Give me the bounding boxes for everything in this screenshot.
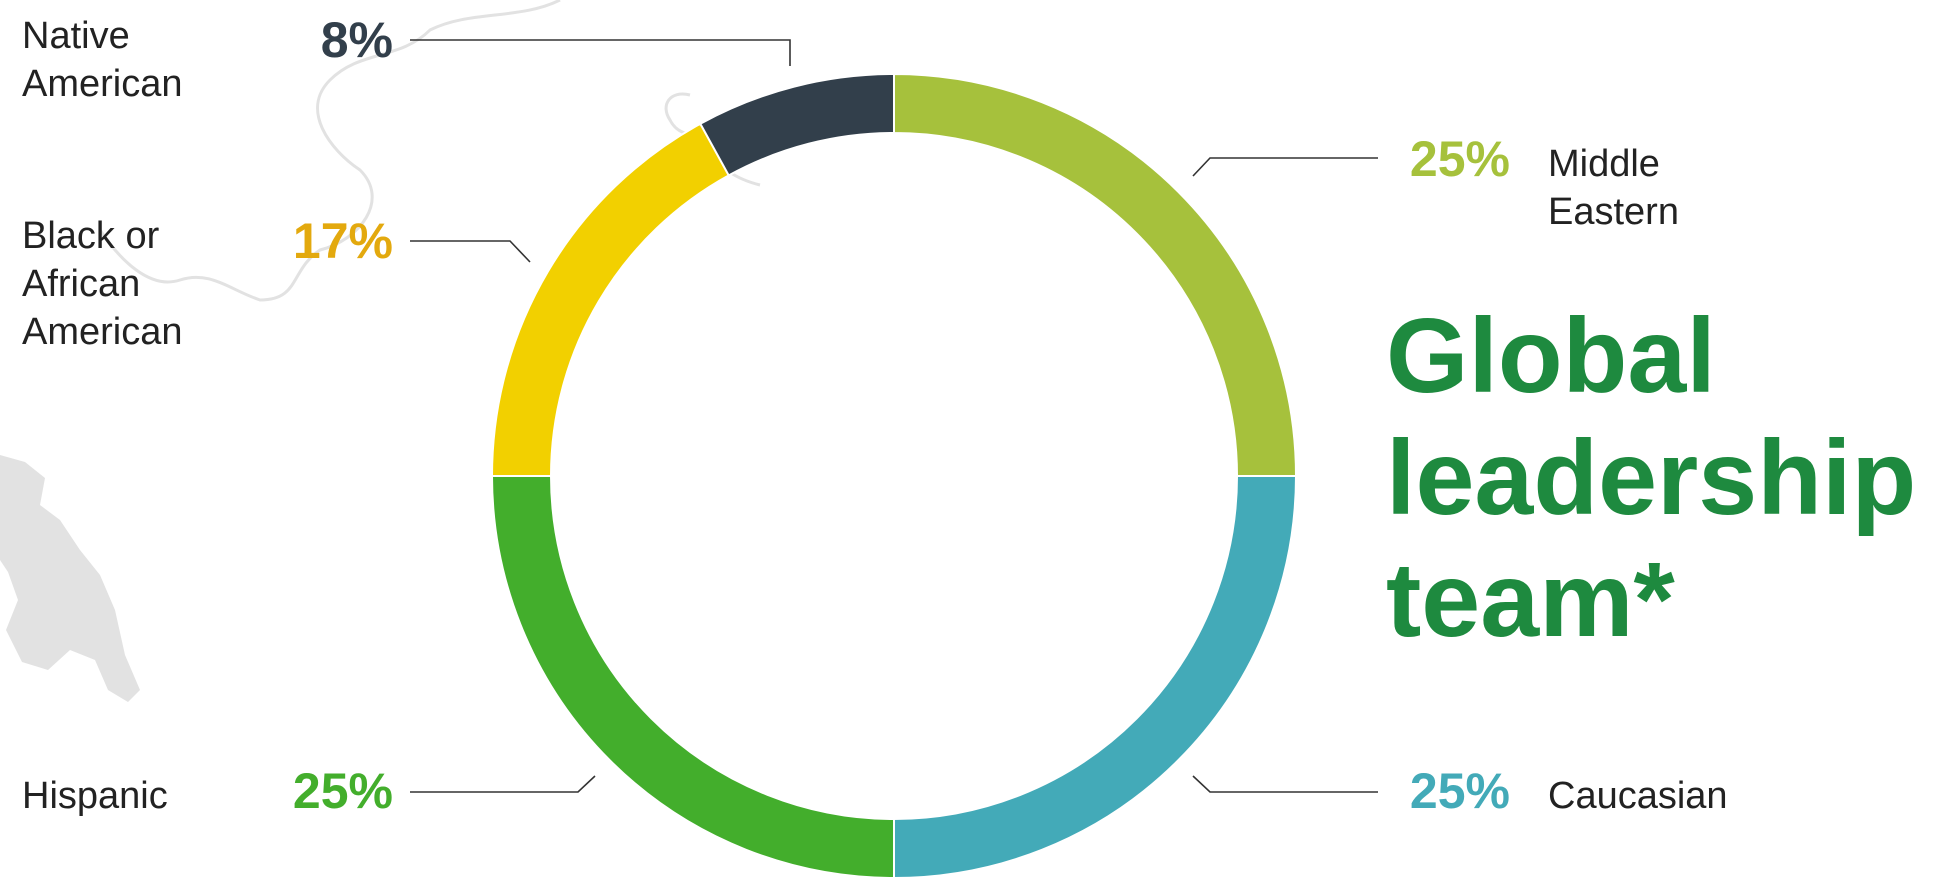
leader-line [410,240,531,263]
map-outline [98,0,561,302]
leader-line [410,39,791,66]
slice-labels: 25% Middle Eastern 25% Caucasian 25% Hispanic 1… [22,12,1728,819]
category-label: Native [22,15,130,57]
percentage-label: 25% [1410,763,1510,819]
percentage-label: 8% [321,12,393,68]
category-label: Caucasian [1548,775,1728,817]
title-line: team* [1386,541,1675,659]
donut-slice-black-or-african-american [490,122,731,477]
category-label: Middle [1548,143,1660,185]
donut-ring [490,72,1298,880]
category-label: Hispanic [22,775,168,817]
category-label: Eastern [1548,191,1679,233]
leader-lines [410,39,1378,793]
percentage-label: 25% [293,763,393,819]
title-line: Global [1386,297,1716,415]
donut-slice-hispanic [490,475,895,880]
donut-slice-native-american [698,72,895,177]
category-label: Black or [22,215,160,257]
leader-line [1192,157,1378,177]
title-line: leadership [1386,419,1916,537]
leader-line [1192,775,1378,793]
donut-slice-middle-eastern [893,72,1298,477]
category-label: American [22,63,183,105]
map-landmass [0,455,140,702]
category-label: African [22,263,140,305]
category-label: American [22,311,183,353]
leader-line [410,775,596,793]
percentage-label: 17% [293,213,393,269]
percentage-label: 25% [1410,131,1510,187]
donut-slice-caucasian [893,475,1298,880]
